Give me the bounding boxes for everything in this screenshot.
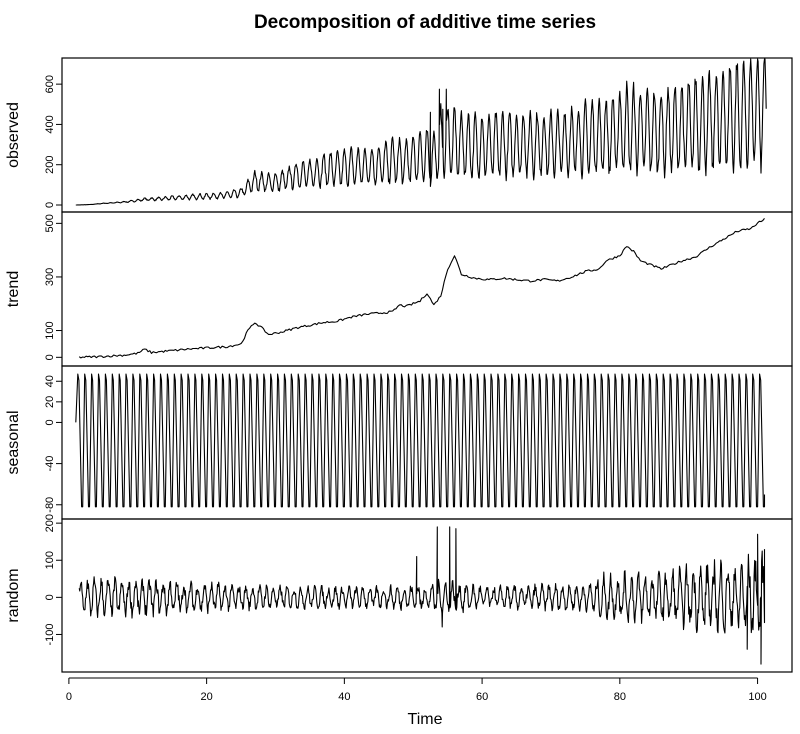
panels: observed0200400600trend0100300500seasona… — [5, 57, 793, 673]
y-tick-label: -80 — [44, 497, 56, 513]
y-tick-label: 0 — [44, 419, 56, 425]
panel-trend: trend 0 100 300 500 — [5, 211, 793, 367]
y-axis-label: seasonal — [5, 410, 22, 474]
y-tick-label: 600 — [44, 75, 56, 93]
x-tick-label: 60 — [476, 691, 488, 703]
y-tick-label: 0 — [44, 354, 56, 360]
y-tick-label: -100 — [44, 623, 56, 645]
x-tick-label: 20 — [200, 691, 212, 703]
x-tick-label: 0 — [66, 691, 72, 703]
panel-frame — [61, 211, 793, 367]
y-axis-label: trend — [5, 271, 22, 307]
y-tick-label: -40 — [44, 456, 56, 472]
y-tick-label: 100 — [44, 551, 56, 569]
series-line-random — [78, 526, 766, 665]
y-tick-label: 40 — [44, 375, 56, 387]
y-tick-label: 200 — [44, 514, 56, 532]
series-line-trend — [78, 218, 765, 359]
y-tick-label: 0 — [44, 594, 56, 600]
x-tick-label: 80 — [614, 691, 626, 703]
x-tick-label: 100 — [748, 691, 766, 703]
y-tick-label: 0 — [44, 202, 56, 208]
panel-frame — [61, 57, 793, 213]
panel-random: random 200 100 0 -100 — [5, 514, 793, 673]
panel-seasonal: seasonal 40 20 0 -40 -80 — [5, 365, 793, 520]
panel-observed: observed 0 200 400 600 — [5, 57, 793, 213]
y-tick-label: 200 — [44, 156, 56, 174]
y-axis-label: observed — [5, 102, 22, 168]
x-axis: 0 20 40 60 80 100 — [66, 677, 767, 703]
chart-title: Decomposition of additive time series — [254, 12, 596, 33]
y-tick-label: 100 — [44, 321, 56, 339]
y-tick-label: 20 — [44, 396, 56, 408]
y-tick-label: 300 — [44, 268, 56, 286]
y-axis-label: random — [5, 568, 22, 622]
x-axis-label: Time — [408, 711, 443, 728]
y-tick-label: 400 — [44, 115, 56, 133]
y-tick-label: 500 — [44, 214, 56, 232]
series-line-seasonal — [75, 373, 766, 508]
series-line-observed — [75, 58, 767, 206]
x-tick-label: 40 — [338, 691, 350, 703]
panel-frame — [61, 518, 793, 673]
